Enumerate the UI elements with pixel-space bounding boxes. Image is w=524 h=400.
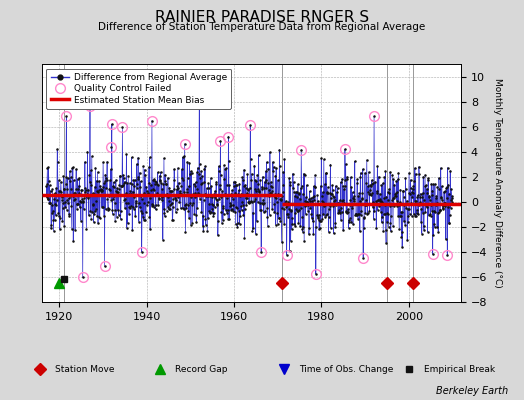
Y-axis label: Monthly Temperature Anomaly Difference (°C): Monthly Temperature Anomaly Difference (… xyxy=(493,78,502,288)
Text: Berkeley Earth: Berkeley Earth xyxy=(436,386,508,396)
Legend: Difference from Regional Average, Quality Control Failed, Estimated Station Mean: Difference from Regional Average, Qualit… xyxy=(47,68,231,109)
Text: Time of Obs. Change: Time of Obs. Change xyxy=(299,365,394,374)
Text: RAINIER PARADISE RNGER S: RAINIER PARADISE RNGER S xyxy=(155,10,369,25)
Text: Station Move: Station Move xyxy=(55,365,115,374)
Text: Difference of Station Temperature Data from Regional Average: Difference of Station Temperature Data f… xyxy=(99,22,425,32)
Text: Empirical Break: Empirical Break xyxy=(423,365,495,374)
Text: Record Gap: Record Gap xyxy=(174,365,227,374)
